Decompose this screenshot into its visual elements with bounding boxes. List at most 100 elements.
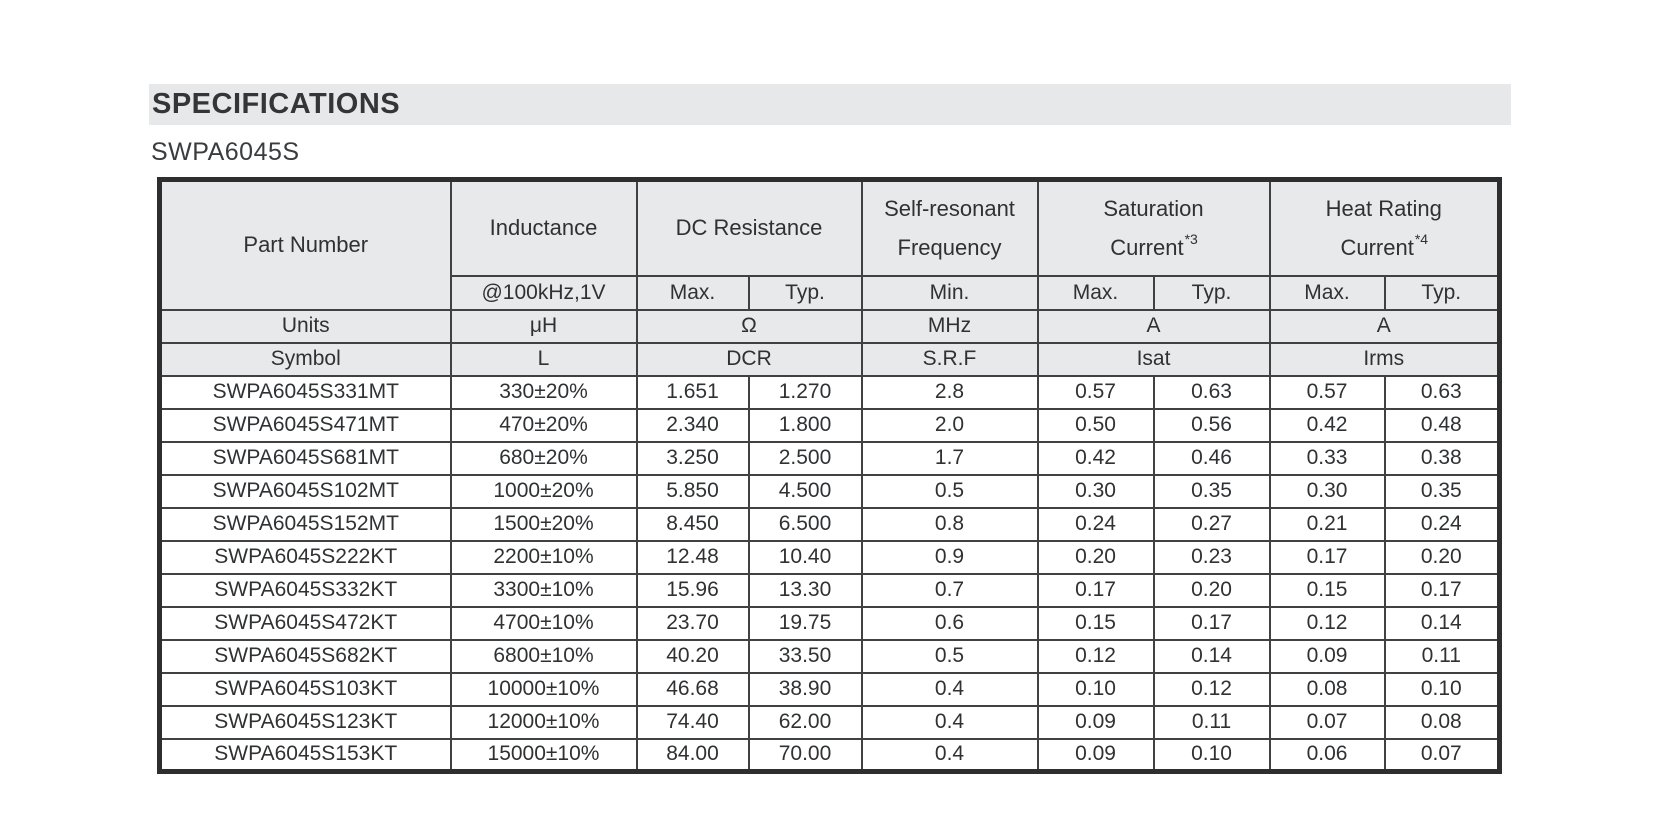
cell-isat-max: 0.30 — [1036, 473, 1155, 509]
units-irms: A — [1268, 308, 1501, 344]
cell-dcr-max: 2.340 — [635, 407, 750, 443]
cell-irms-max: 0.33 — [1268, 440, 1386, 476]
cell-irms-typ: 0.38 — [1383, 440, 1501, 476]
cell-dcr-typ: 2.500 — [747, 440, 863, 476]
cell-dcr-max: 3.250 — [635, 440, 750, 476]
cell-isat-typ: 0.35 — [1152, 473, 1271, 509]
cell-dcr-typ: 62.00 — [747, 704, 863, 740]
cell-srf-min: 1.7 — [860, 440, 1039, 476]
cell-inductance: 680±20% — [449, 440, 638, 476]
cell-isat-max: 0.10 — [1036, 671, 1155, 707]
cell-isat-typ: 0.23 — [1152, 539, 1271, 575]
cell-dcr-typ: 6.500 — [747, 506, 863, 542]
cell-srf-min: 0.6 — [860, 605, 1039, 641]
units-isat: A — [1036, 308, 1271, 344]
subheader-isat-typ: Typ. — [1152, 274, 1271, 311]
table-row: SWPA6045S153KT 15000±10% 84.00 70.00 0.4 0.09… — [158, 737, 1501, 773]
cell-part-number: SWPA6045S102MT — [158, 473, 452, 509]
cell-irms-typ: 0.10 — [1383, 671, 1501, 707]
cell-inductance: 15000±10% — [449, 737, 638, 773]
units-inductance: μH — [449, 308, 638, 344]
cell-dcr-typ: 13.30 — [747, 572, 863, 608]
table-row: SWPA6045S102MT 1000±20% 5.850 4.500 0.5 0.30 0… — [158, 473, 1501, 509]
section-title-bar: SPECIFICATIONS — [149, 84, 1511, 125]
specifications-table: Part Number Inductance DC Resistance Sel… — [157, 177, 1503, 774]
cell-srf-min: 2.8 — [860, 374, 1039, 410]
cell-srf-min: 0.5 — [860, 638, 1039, 674]
cell-srf-min: 0.7 — [860, 572, 1039, 608]
cell-isat-max: 0.15 — [1036, 605, 1155, 641]
footnote-ref-3: *3 — [1184, 230, 1198, 247]
cell-part-number: SWPA6045S153KT — [158, 737, 452, 773]
cell-irms-max: 0.21 — [1268, 506, 1386, 542]
cell-dcr-max: 5.850 — [635, 473, 750, 509]
cell-isat-max: 0.12 — [1036, 638, 1155, 674]
cell-part-number: SWPA6045S682KT — [158, 638, 452, 674]
table-row: SWPA6045S472KT 4700±10% 23.70 19.75 0.6 0.15 0… — [158, 605, 1501, 641]
cell-part-number: SWPA6045S222KT — [158, 539, 452, 575]
srf-header-line1: Self-resonant — [884, 196, 1015, 222]
cell-part-number: SWPA6045S471MT — [158, 407, 452, 443]
cell-isat-typ: 0.20 — [1152, 572, 1271, 608]
units-srf: MHz — [860, 308, 1039, 344]
cell-irms-typ: 0.48 — [1383, 407, 1501, 443]
cell-dcr-typ: 4.500 — [747, 473, 863, 509]
saturation-header-line1: Saturation — [1103, 196, 1204, 222]
cell-part-number: SWPA6045S123KT — [158, 704, 452, 740]
cell-inductance: 3300±10% — [449, 572, 638, 608]
cell-dcr-typ: 10.40 — [747, 539, 863, 575]
cell-irms-max: 0.30 — [1268, 473, 1386, 509]
cell-dcr-max: 1.651 — [635, 374, 750, 410]
cell-dcr-max: 46.68 — [635, 671, 750, 707]
cell-isat-max: 0.09 — [1036, 704, 1155, 740]
subheader-dcr-typ: Typ. — [747, 274, 863, 311]
spec-table-body: SWPA6045S331MT 330±20% 1.651 1.270 2.8 0.57 0.… — [158, 374, 1501, 773]
cell-srf-min: 0.4 — [860, 704, 1039, 740]
cell-inductance: 6800±10% — [449, 638, 638, 674]
symbol-dcr: DCR — [635, 341, 863, 377]
cell-irms-max: 0.42 — [1268, 407, 1386, 443]
cell-dcr-max: 8.450 — [635, 506, 750, 542]
col-header-part-number: Part Number — [158, 178, 452, 311]
srf-header-line2: Frequency — [897, 235, 1002, 261]
cell-irms-typ: 0.07 — [1383, 737, 1501, 773]
cell-dcr-typ: 70.00 — [747, 737, 863, 773]
cell-dcr-max: 84.00 — [635, 737, 750, 773]
cell-isat-max: 0.57 — [1036, 374, 1155, 410]
cell-dcr-typ: 1.800 — [747, 407, 863, 443]
page-title: SPECIFICATIONS — [152, 88, 401, 120]
cell-dcr-max: 12.48 — [635, 539, 750, 575]
table-row: SWPA6045S152MT 1500±20% 8.450 6.500 0.8 0.24 0… — [158, 506, 1501, 542]
table-row: SWPA6045S681MT 680±20% 3.250 2.500 1.7 0.42 0.… — [158, 440, 1501, 476]
col-header-inductance: Inductance — [449, 178, 638, 277]
cell-irms-max: 0.12 — [1268, 605, 1386, 641]
symbol-row-label: Symbol — [158, 341, 452, 377]
cell-irms-typ: 0.24 — [1383, 506, 1501, 542]
symbol-srf: S.R.F — [860, 341, 1039, 377]
units-row-label: Units — [158, 308, 452, 344]
subheader-dcr-max: Max. — [635, 274, 750, 311]
cell-srf-min: 0.4 — [860, 671, 1039, 707]
cell-irms-typ: 0.11 — [1383, 638, 1501, 674]
cell-inductance: 1000±20% — [449, 473, 638, 509]
cell-isat-typ: 0.17 — [1152, 605, 1271, 641]
symbol-irms: Irms — [1268, 341, 1501, 377]
subheader-irms-typ: Typ. — [1383, 274, 1501, 311]
cell-srf-min: 2.0 — [860, 407, 1039, 443]
cell-dcr-max: 74.40 — [635, 704, 750, 740]
cell-inductance: 470±20% — [449, 407, 638, 443]
units-dcr: Ω — [635, 308, 863, 344]
col-header-saturation-current: Saturation Current*3 — [1036, 178, 1271, 277]
cell-irms-max: 0.08 — [1268, 671, 1386, 707]
cell-irms-typ: 0.08 — [1383, 704, 1501, 740]
cell-irms-typ: 0.17 — [1383, 572, 1501, 608]
cell-isat-typ: 0.11 — [1152, 704, 1271, 740]
cell-inductance: 10000±10% — [449, 671, 638, 707]
cell-irms-max: 0.06 — [1268, 737, 1386, 773]
table-row: SWPA6045S123KT 12000±10% 74.40 62.00 0.4 0.09… — [158, 704, 1501, 740]
subheader-srf-min: Min. — [860, 274, 1039, 311]
cell-part-number: SWPA6045S152MT — [158, 506, 452, 542]
table-row: SWPA6045S222KT 2200±10% 12.48 10.40 0.9 0.20 0… — [158, 539, 1501, 575]
saturation-header-line2: Current*3 — [1110, 230, 1198, 261]
cell-part-number: SWPA6045S331MT — [158, 374, 452, 410]
